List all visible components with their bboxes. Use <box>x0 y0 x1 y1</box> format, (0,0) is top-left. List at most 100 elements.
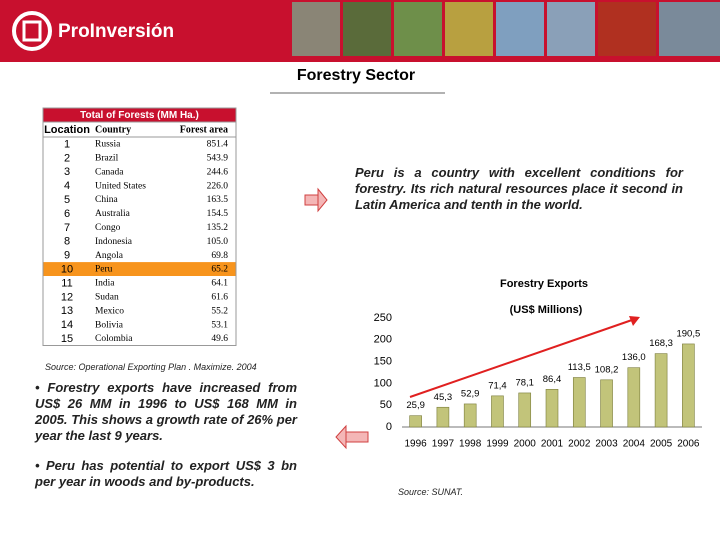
table-cell: 7 <box>64 222 70 234</box>
bullet: • Forestry exports have increased from U… <box>35 380 297 443</box>
trend-arrow <box>409 316 640 398</box>
table-cell: Indonesia <box>95 237 133 247</box>
value-label: 190,5 <box>676 328 700 339</box>
bar <box>409 415 422 428</box>
bar <box>491 395 504 428</box>
table-cell: 49.6 <box>211 334 228 344</box>
right-arrow <box>304 187 328 213</box>
x-tick-label: 2000 <box>514 439 537 450</box>
value-label: 71,4 <box>488 380 507 391</box>
y-tick-label: 100 <box>374 377 392 389</box>
value-label: 113,5 <box>568 362 591 373</box>
value-label: 86,4 <box>543 374 562 385</box>
table-title-bg <box>43 108 236 122</box>
bar <box>545 389 559 428</box>
value-label: 25,9 <box>406 400 425 411</box>
table-cell: 13 <box>61 305 73 317</box>
table-cell: Sudan <box>95 293 119 303</box>
table-cell: Bolivia <box>95 320 124 330</box>
table-cell: 11 <box>61 277 72 289</box>
table-cell: 65.2 <box>211 265 228 275</box>
table-cell: China <box>95 195 118 205</box>
table-cell: India <box>95 279 115 289</box>
y-tick-label: 50 <box>380 399 392 411</box>
table-cell: 3 <box>64 166 70 178</box>
x-tick-label: 1996 <box>405 439 428 450</box>
x-tick-label: 2005 <box>650 439 673 450</box>
bullet: • Peru has potential to export US$ 3 bn … <box>35 458 297 489</box>
table-highlight <box>43 262 236 276</box>
table-source: Source: Operational Exporting Plan . Max… <box>45 362 257 372</box>
x-tick-label: 2006 <box>677 439 700 450</box>
chart-source: Source: SUNAT. <box>398 487 464 497</box>
table-cell: 8 <box>64 236 70 248</box>
table-cell: 9 <box>64 250 70 262</box>
chart-title: Forestry Exports <box>500 278 588 290</box>
table-cell: 163.5 <box>207 195 229 205</box>
bar <box>627 367 641 428</box>
table-cell: 105.0 <box>207 237 229 247</box>
bar <box>654 353 668 428</box>
table-cell: 6 <box>64 208 70 220</box>
table-header: Forest area <box>180 124 228 135</box>
x-tick-label: 1998 <box>459 439 482 450</box>
table-cell: Colombia <box>95 334 133 344</box>
y-tick-label: 0 <box>386 421 392 433</box>
table-cell: 135.2 <box>207 223 229 233</box>
table-cell: 53.1 <box>211 320 228 330</box>
table-cell: 15 <box>61 333 73 345</box>
table-cell: 64.1 <box>211 279 228 289</box>
value-label: 168,3 <box>649 338 673 349</box>
table-cell: Congo <box>95 223 121 233</box>
x-tick-label: 2004 <box>623 439 646 450</box>
y-tick-label: 200 <box>374 334 392 346</box>
table-cell: 2 <box>64 152 70 164</box>
table-cell: 4 <box>64 180 70 192</box>
chart-subtitle: (US$ Millions) <box>510 304 583 316</box>
table-cell: 10 <box>61 263 73 275</box>
value-label: 108,2 <box>595 364 619 375</box>
table-cell: 1 <box>64 138 70 150</box>
table-border <box>42 107 237 346</box>
table-cell: 154.5 <box>207 209 229 219</box>
logo-text: ProInversión <box>58 21 174 42</box>
value-label: 52,9 <box>461 388 480 399</box>
table-cell: Russia <box>95 140 121 150</box>
table-header: Country <box>95 124 131 135</box>
table-cell: 226.0 <box>207 181 229 191</box>
y-tick-label: 250 <box>374 312 392 324</box>
left-arrow <box>335 424 369 450</box>
table-cell: 69.8 <box>211 251 228 261</box>
table-cell: 851.4 <box>207 140 229 150</box>
table-cell: 14 <box>61 319 73 331</box>
table-cell: 244.6 <box>207 167 229 177</box>
table-cell: 5 <box>64 194 70 206</box>
table-title: Total of Forests (MM Ha.) <box>80 110 199 121</box>
intro-text: Peru is a country with excellent conditi… <box>355 165 683 212</box>
value-label: 45,3 <box>434 392 453 403</box>
table-cell: Canada <box>95 167 124 177</box>
table-header: Location <box>44 124 90 136</box>
bar <box>572 377 586 428</box>
x-tick-label: 1999 <box>486 439 509 450</box>
value-label: 136,0 <box>622 352 646 363</box>
table-cell: 12 <box>61 291 73 303</box>
x-tick-label: 2001 <box>541 439 564 450</box>
table-cell: Angola <box>95 251 124 261</box>
x-tick-label: 1997 <box>432 439 455 450</box>
bar <box>463 403 477 428</box>
table-cell: Peru <box>95 265 113 275</box>
table-cell: 543.9 <box>207 154 229 164</box>
table-cell: United States <box>95 181 146 191</box>
x-tick-label: 2003 <box>595 439 618 450</box>
slide-title: Forestry Sector <box>297 67 415 84</box>
table-cell: Brazil <box>95 154 119 164</box>
table-cell: Australia <box>95 209 131 219</box>
table-cell: Mexico <box>95 306 124 316</box>
x-tick-label: 2002 <box>568 439 591 450</box>
bar <box>600 379 613 428</box>
value-label: 78,1 <box>515 377 534 388</box>
bar <box>682 343 695 428</box>
